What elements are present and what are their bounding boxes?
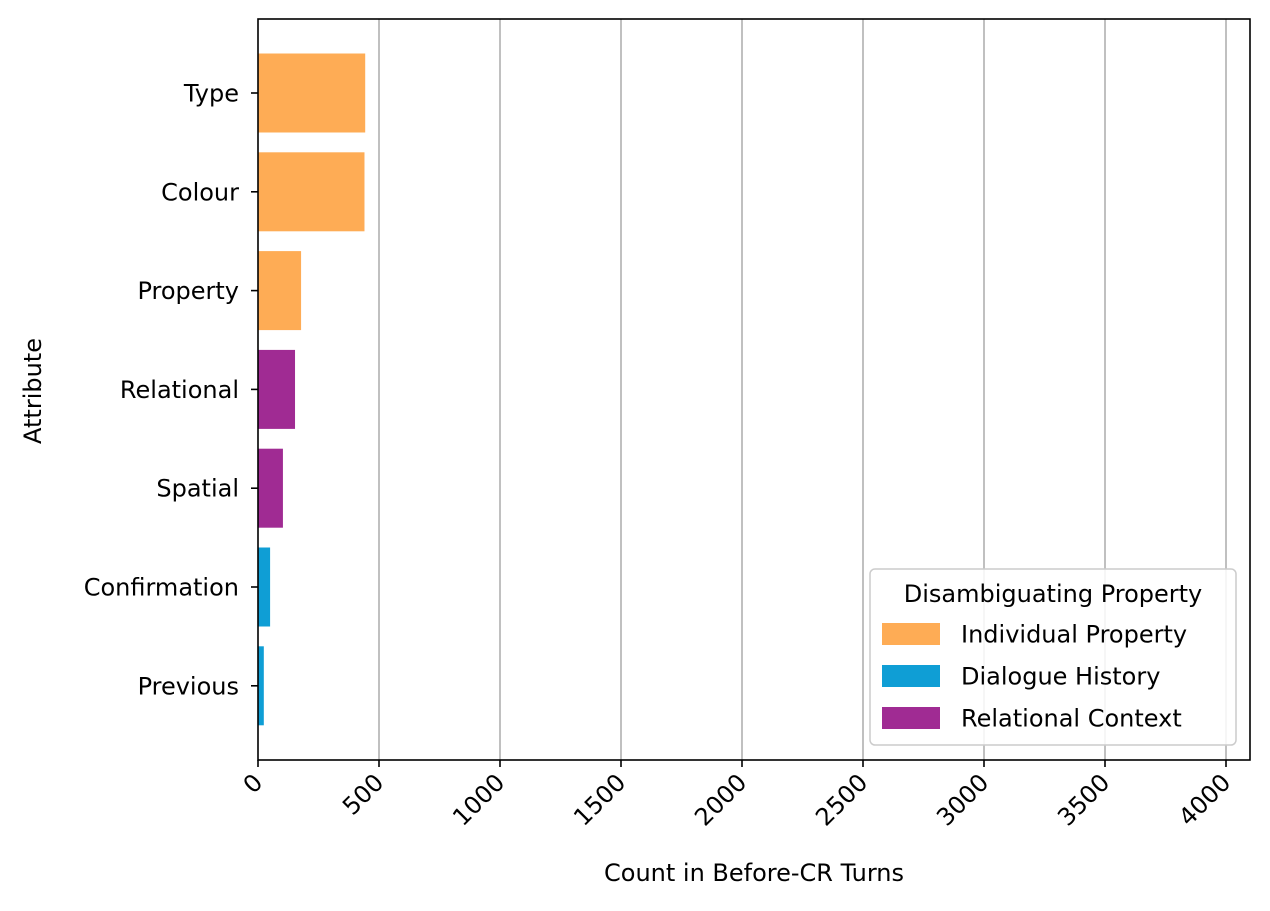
- y-tick-label-colour: Colour: [161, 178, 239, 206]
- x-axis-ticks: 0 500 1000 1500 2000 2500 3000 3500 4000: [238, 760, 1236, 831]
- y-tick-label-spatial: Spatial: [156, 475, 239, 503]
- x-tick-label-4000: 4000: [1173, 768, 1236, 831]
- bar-spatial: [258, 448, 283, 528]
- legend-box: [869, 568, 1237, 746]
- bar-property: [258, 251, 302, 331]
- legend-swatch-relational-context: [882, 707, 940, 729]
- bar-relational: [258, 349, 296, 429]
- y-axis-label: Attribute: [19, 338, 47, 444]
- legend: Disambiguating Property Individual Prope…: [869, 568, 1237, 746]
- x-tick-label-3500: 3500: [1052, 768, 1115, 831]
- y-tick-label-previous: Previous: [138, 672, 239, 700]
- x-tick-label-500: 500: [337, 768, 389, 820]
- bar-colour: [258, 152, 365, 232]
- grid-lines: [378, 19, 1227, 760]
- y-tick-label-type: Type: [183, 80, 239, 108]
- bars: [258, 53, 366, 726]
- y-tick-label-property: Property: [137, 277, 239, 305]
- legend-label-individual-property: Individual Property: [961, 621, 1187, 649]
- legend-title: Disambiguating Property: [904, 580, 1203, 608]
- x-tick-label-2000: 2000: [689, 768, 752, 831]
- x-tick-label-1500: 1500: [568, 768, 631, 831]
- legend-label-dialogue-history: Dialogue History: [961, 663, 1160, 691]
- legend-label-relational-context: Relational Context: [961, 705, 1182, 733]
- x-tick-label-1000: 1000: [447, 768, 510, 831]
- bar-confirmation: [258, 547, 271, 627]
- legend-swatch-individual-property: [882, 623, 940, 645]
- bar-type: [258, 53, 366, 133]
- y-tick-label-confirmation: Confirmation: [84, 574, 239, 602]
- y-tick-label-relational: Relational: [120, 376, 239, 404]
- x-tick-label-3000: 3000: [931, 768, 994, 831]
- x-tick-label-2500: 2500: [810, 768, 873, 831]
- x-tick-label-0: 0: [238, 768, 269, 799]
- x-axis-label: Count in Before-CR Turns: [604, 859, 904, 887]
- legend-swatch-dialogue-history: [882, 665, 940, 687]
- bar-previous: [258, 646, 264, 726]
- y-axis-ticks: Type Colour Property Relational Spatial Confi…: [84, 80, 258, 700]
